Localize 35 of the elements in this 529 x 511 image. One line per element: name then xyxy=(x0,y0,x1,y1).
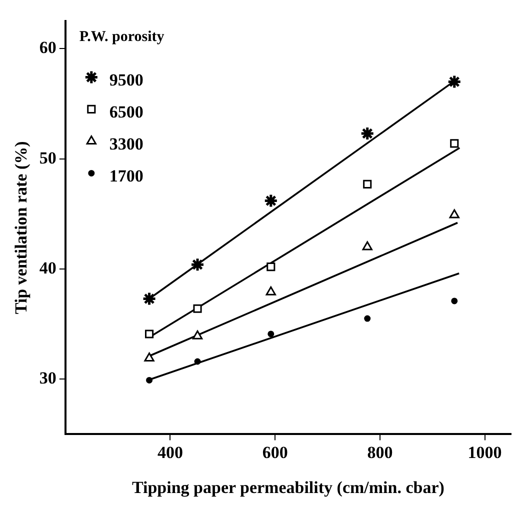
point xyxy=(144,352,154,362)
point xyxy=(144,330,154,338)
y-tick-label: 60 xyxy=(39,38,56,58)
x-tick-label: 400 xyxy=(157,442,183,462)
point xyxy=(190,257,205,272)
x-axis-title: Tipping paper permeability (cm/min. cbar) xyxy=(132,478,444,498)
point xyxy=(193,304,202,313)
x-tick-label: 600 xyxy=(262,442,288,462)
x-tick-label: 1000 xyxy=(468,442,502,462)
point xyxy=(360,126,375,141)
point xyxy=(268,330,274,338)
y-tick-label: 40 xyxy=(39,258,56,278)
legend-title: P.W. porosity xyxy=(79,29,165,46)
y-tick-label: 50 xyxy=(39,148,56,168)
point xyxy=(364,315,371,322)
point xyxy=(451,298,458,304)
point xyxy=(194,358,201,365)
legend-label: 1700 xyxy=(109,166,144,186)
y-tick-label: 30 xyxy=(39,368,56,388)
y-axis-title: Tip ventilation rate (%) xyxy=(12,141,31,314)
point xyxy=(363,180,372,188)
point xyxy=(447,74,462,90)
point xyxy=(264,193,278,208)
legend-label: 3300 xyxy=(109,134,144,154)
legend-label: 9500 xyxy=(109,70,144,90)
point xyxy=(146,376,153,384)
point xyxy=(450,139,459,148)
point xyxy=(192,330,203,340)
point xyxy=(266,262,276,272)
point xyxy=(449,209,460,218)
x-tick-label: 800 xyxy=(367,442,393,462)
point xyxy=(266,286,276,296)
point xyxy=(142,291,157,306)
legend-label: 6500 xyxy=(109,102,144,122)
point xyxy=(362,241,372,250)
